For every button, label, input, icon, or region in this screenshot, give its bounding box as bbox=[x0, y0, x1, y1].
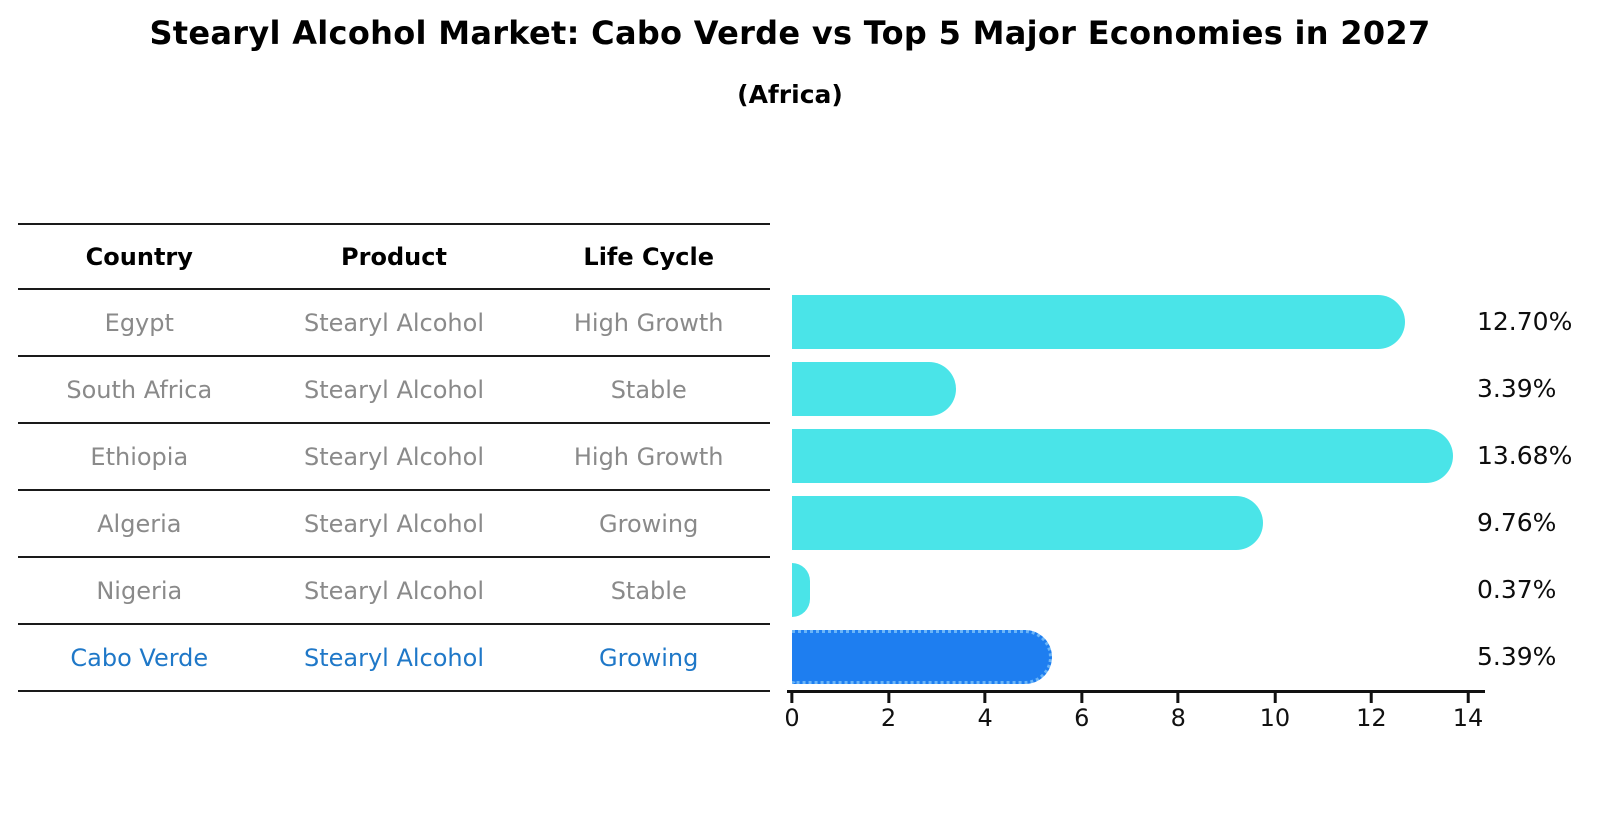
tick-label: 4 bbox=[977, 704, 993, 732]
x-axis-tick: 2 bbox=[881, 693, 896, 732]
x-axis-tick: 10 bbox=[1259, 693, 1291, 732]
cell-product: Stearyl Alcohol bbox=[303, 576, 484, 605]
tick-label: 12 bbox=[1356, 704, 1387, 732]
x-axis: 0 2 4 6 8 10 12 14 bbox=[784, 690, 1485, 740]
bar-row bbox=[792, 355, 1468, 422]
x-axis-tick: 6 bbox=[1074, 693, 1089, 732]
cell-life-cycle: High Growth bbox=[573, 442, 724, 471]
x-axis-tick: 4 bbox=[978, 693, 993, 732]
page-subtitle: (Africa) bbox=[737, 80, 843, 109]
cell-product: Stearyl Alcohol bbox=[303, 509, 484, 538]
cell-product: Stearyl Alcohol bbox=[303, 375, 484, 404]
bar-value-label: 0.37% bbox=[1477, 575, 1557, 604]
page-title: Stearyl Alcohol Market: Cabo Verde vs To… bbox=[149, 14, 1431, 52]
cell-country: Nigeria bbox=[96, 576, 183, 605]
column-header-country: Country bbox=[85, 242, 193, 271]
tick-mark bbox=[790, 693, 794, 703]
bar-algeria bbox=[792, 495, 1264, 550]
x-axis-line bbox=[787, 690, 1485, 693]
bar-row bbox=[792, 556, 1468, 623]
tick-label: 2 bbox=[880, 704, 897, 732]
tick-label: 0 bbox=[784, 704, 800, 732]
cell-country: Egypt bbox=[104, 308, 174, 337]
cell-country: South Africa bbox=[66, 375, 213, 404]
cell-country: Cabo Verde bbox=[70, 643, 209, 672]
cell-product: Stearyl Alcohol bbox=[303, 643, 484, 672]
table-row: South Africa Stearyl Alcohol Stable bbox=[18, 355, 770, 422]
tick-label: 8 bbox=[1170, 704, 1186, 732]
tick-label: 10 bbox=[1259, 704, 1291, 732]
bar-value-labels: 12.70% 3.39% 13.68% 9.76% 0.37% 5.39% bbox=[1477, 288, 1604, 690]
bar-egypt bbox=[792, 294, 1406, 349]
column-header-product: Product bbox=[341, 242, 447, 271]
cell-country: Algeria bbox=[97, 509, 182, 538]
cell-product: Stearyl Alcohol bbox=[303, 308, 484, 337]
bar-value-label: 12.70% bbox=[1477, 307, 1573, 336]
bar-ethiopia bbox=[792, 428, 1453, 483]
bar-value-label: 5.39% bbox=[1477, 642, 1557, 671]
bar-row bbox=[792, 623, 1468, 690]
bar-row bbox=[792, 422, 1468, 489]
x-axis-tick: 12 bbox=[1356, 693, 1387, 732]
bar-value-label: 9.76% bbox=[1477, 508, 1557, 537]
cell-life-cycle: High Growth bbox=[573, 308, 724, 337]
cell-country: Ethiopia bbox=[90, 442, 189, 471]
table-row: Nigeria Stearyl Alcohol Stable bbox=[18, 556, 770, 623]
cell-life-cycle: Growing bbox=[599, 643, 699, 672]
table-row: Algeria Stearyl Alcohol Growing bbox=[18, 489, 770, 556]
tick-mark bbox=[1080, 693, 1084, 703]
tick-mark bbox=[983, 693, 987, 703]
table-row-cabo-verde: Cabo Verde Stearyl Alcohol Growing bbox=[18, 623, 770, 690]
tick-mark bbox=[1273, 693, 1277, 703]
cell-life-cycle: Stable bbox=[610, 576, 687, 605]
bar-south-africa bbox=[792, 361, 956, 416]
bar-value-label: 13.68% bbox=[1477, 441, 1573, 470]
x-axis-tick: 14 bbox=[1452, 693, 1484, 732]
bar-row bbox=[792, 489, 1468, 556]
cell-life-cycle: Stable bbox=[610, 375, 687, 404]
tick-mark bbox=[887, 693, 891, 703]
bar-chart bbox=[792, 288, 1468, 690]
x-axis-tick: 0 bbox=[784, 693, 800, 732]
table-row: Egypt Stearyl Alcohol High Growth bbox=[18, 288, 770, 355]
cell-life-cycle: Growing bbox=[599, 509, 699, 538]
tick-label: 6 bbox=[1074, 704, 1090, 732]
bar-nigeria bbox=[792, 562, 810, 617]
bar-cabo-verde bbox=[792, 629, 1053, 684]
bar-row bbox=[792, 288, 1468, 355]
country-table: Country Product Life Cycle Egypt Stearyl… bbox=[18, 223, 770, 692]
cell-product: Stearyl Alcohol bbox=[303, 442, 484, 471]
tick-mark bbox=[1369, 693, 1373, 703]
table-row: Ethiopia Stearyl Alcohol High Growth bbox=[18, 422, 770, 489]
table-header-row: Country Product Life Cycle bbox=[18, 223, 770, 288]
bar-value-label: 3.39% bbox=[1477, 374, 1557, 403]
tick-mark bbox=[1176, 693, 1180, 703]
tick-mark bbox=[1466, 693, 1470, 703]
tick-label: 14 bbox=[1452, 704, 1484, 732]
x-axis-tick: 8 bbox=[1171, 693, 1186, 732]
column-header-life-cycle: Life Cycle bbox=[583, 242, 714, 271]
